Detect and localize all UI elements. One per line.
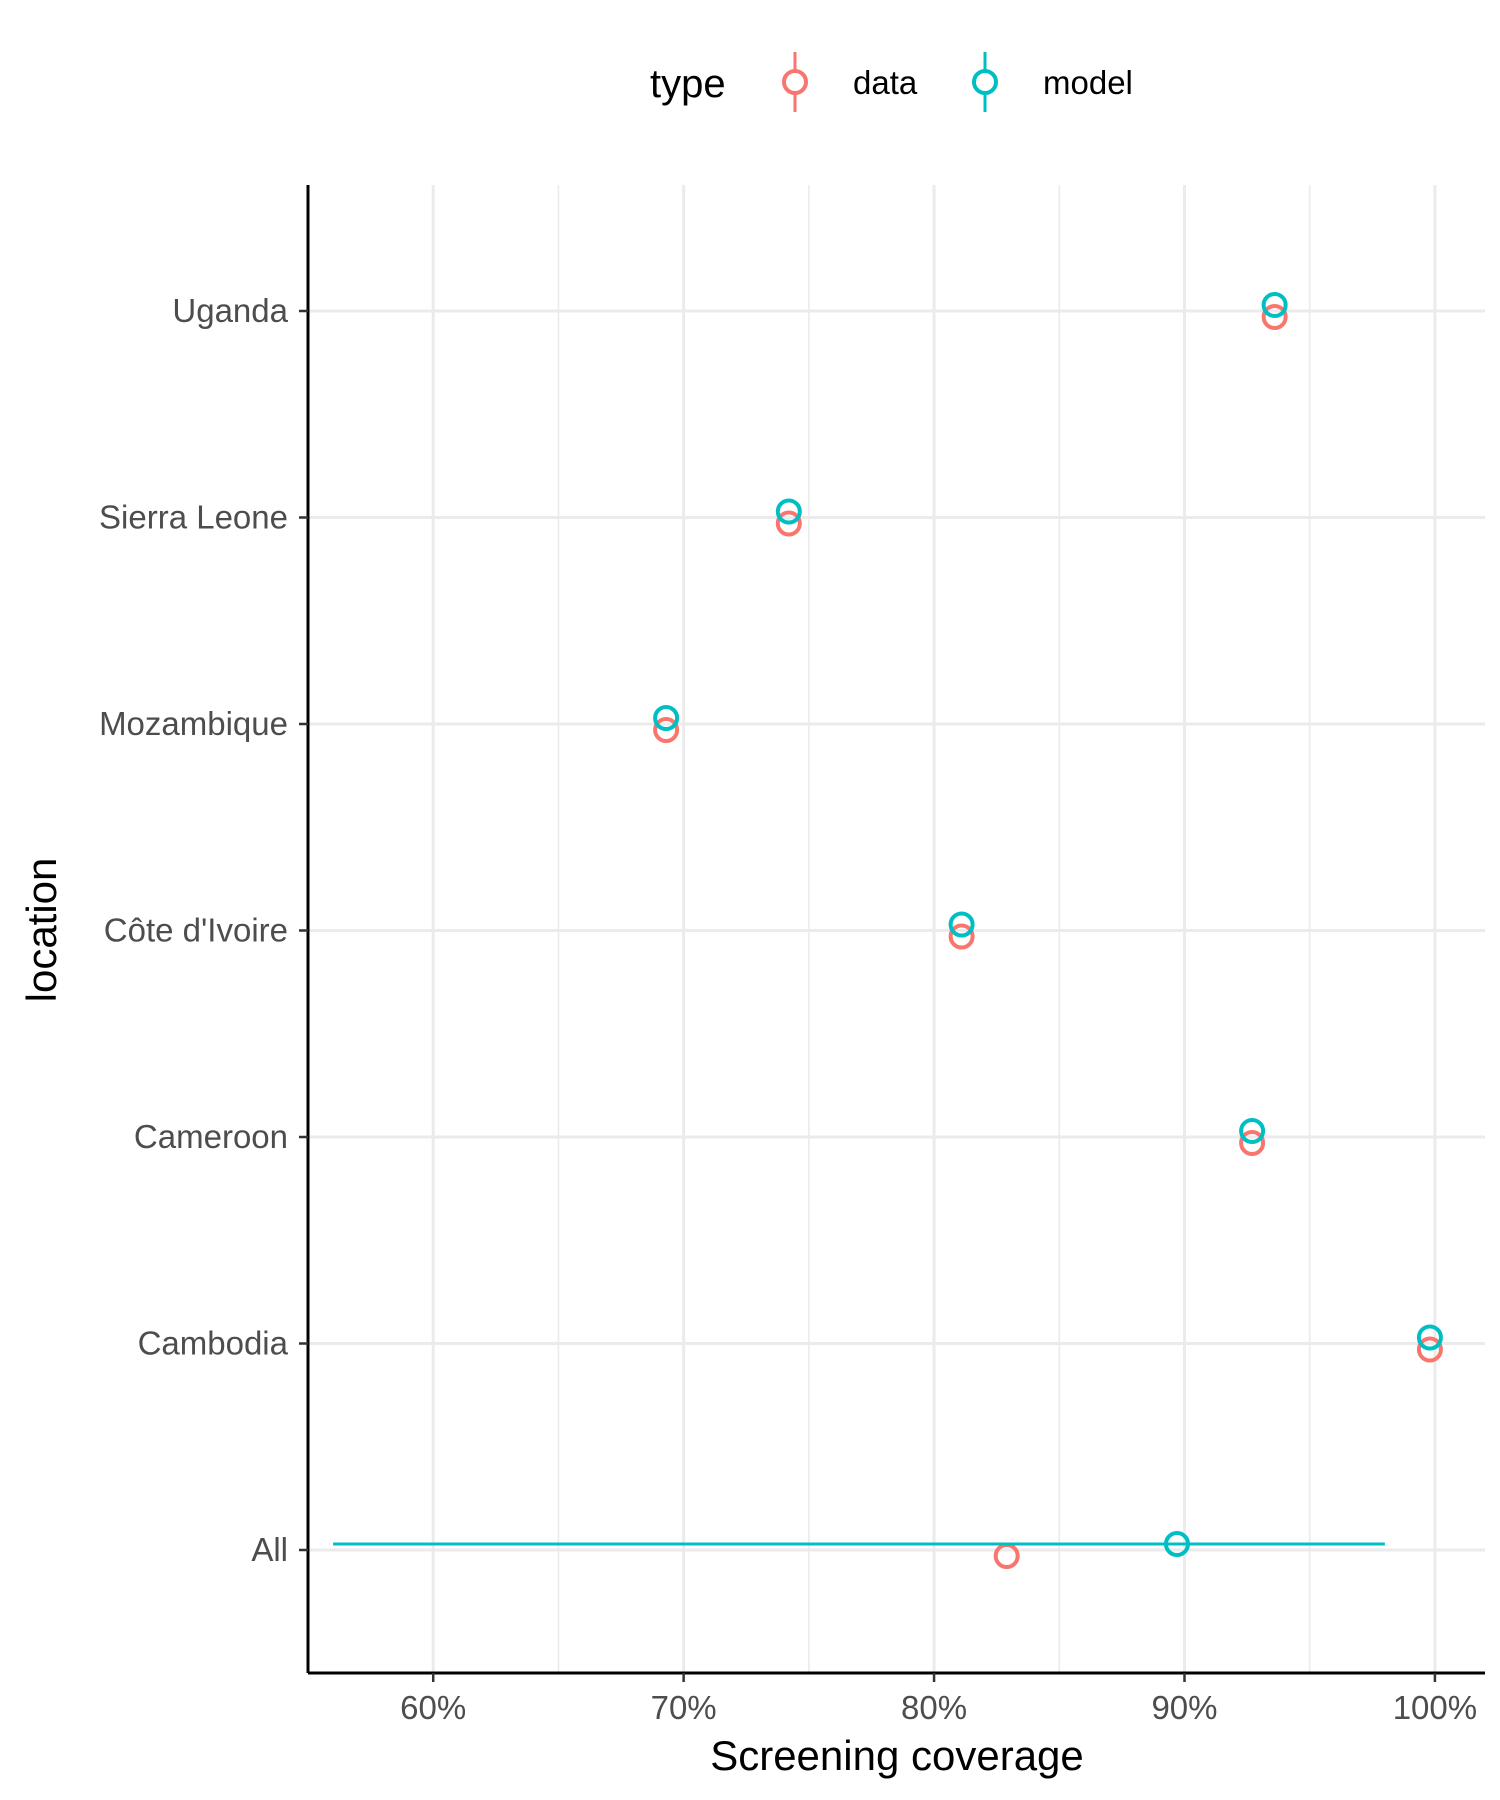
x-tick-label: 90% <box>1151 1689 1217 1726</box>
x-tick-label: 70% <box>651 1689 717 1726</box>
axes: 60% 70% 80% 90% 100% All Cambodia Cameroon Côte … <box>99 185 1485 1726</box>
data-point-cameroon <box>1239 1130 1266 1156</box>
x-tick-label: 60% <box>400 1689 466 1726</box>
grid-lines <box>307 185 1485 1673</box>
chart-marks <box>333 292 1443 1569</box>
y-tick-label-cote-d-ivoire: Côte d'Ivoire <box>104 912 288 949</box>
y-tick-label-mozambique: Mozambique <box>99 705 288 742</box>
model-point-all <box>1163 1531 1190 1557</box>
data-point-mozambique <box>653 717 680 743</box>
data-point-cambodia <box>1416 1336 1443 1363</box>
data-point-sierra-leone <box>775 510 802 537</box>
legend-key-model <box>972 69 998 95</box>
model-point-sierra-leone <box>775 498 802 525</box>
legend: type data model <box>650 52 1133 112</box>
x-tick-label: 80% <box>901 1689 967 1726</box>
legend-label-model: model <box>1043 64 1133 101</box>
legend-key-data <box>782 69 808 95</box>
data-point-all <box>993 1543 1020 1569</box>
x-axis-title: Screening coverage <box>710 1732 1084 1779</box>
x-tick-label: 100% <box>1393 1689 1477 1726</box>
model-point-mozambique <box>653 705 680 731</box>
data-point-uganda <box>1261 304 1288 330</box>
y-tick-label-uganda: Uganda <box>172 292 288 329</box>
y-tick-label-cameroon: Cameroon <box>134 1118 288 1155</box>
model-point-cambodia <box>1416 1324 1443 1351</box>
model-point-uganda <box>1261 292 1288 318</box>
legend-title: type <box>650 62 726 106</box>
y-tick-label-all: All <box>251 1531 288 1568</box>
model-point-cote-d-ivoire <box>948 911 975 938</box>
legend-label-data: data <box>853 64 918 101</box>
model-point-cameroon <box>1239 1118 1266 1144</box>
y-tick-label-cambodia: Cambodia <box>138 1325 289 1362</box>
data-point-cote-d-ivoire <box>948 923 975 950</box>
y-axis-title: location <box>18 858 65 1003</box>
y-tick-label-sierra-leone: Sierra Leone <box>99 499 288 536</box>
